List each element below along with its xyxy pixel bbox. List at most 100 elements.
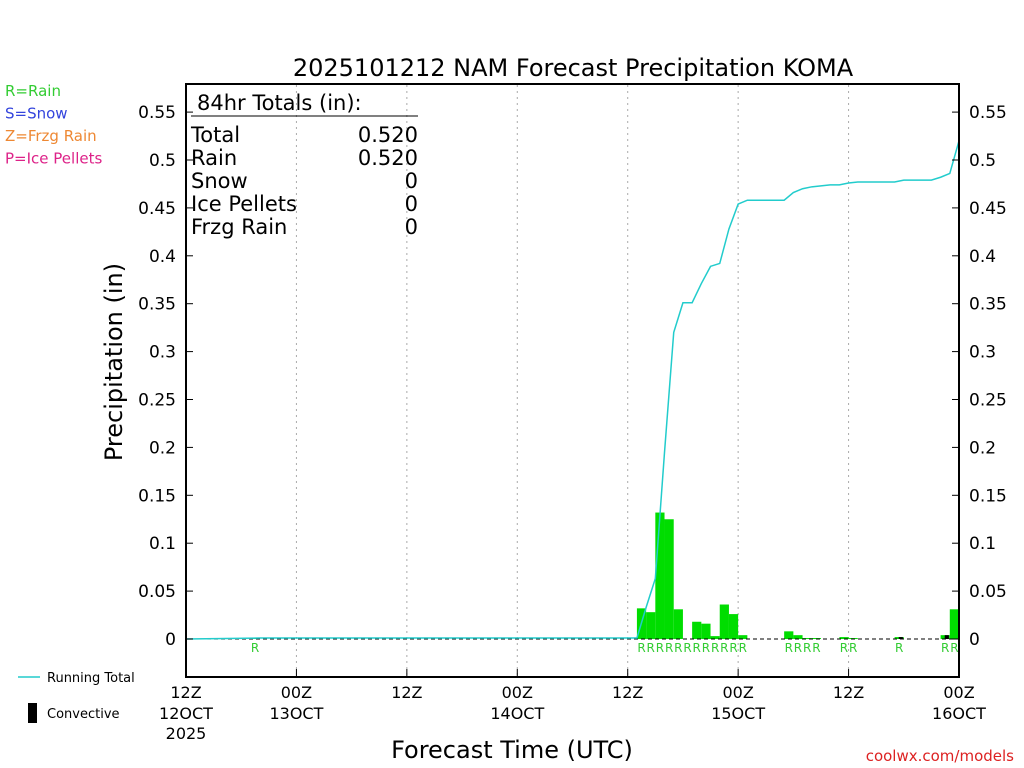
precip-type-marker: R	[720, 641, 728, 655]
y-tick-label-right: 0.55	[969, 103, 1007, 123]
y-tick-label-left: 0.15	[138, 486, 176, 506]
precip-type-marker: R	[812, 641, 820, 655]
totals-heading: 84hr Totals (in):	[197, 91, 362, 115]
y-tick-label-left: 0.1	[149, 534, 176, 554]
convective-bar	[898, 637, 903, 639]
totals-row-label: Rain	[191, 146, 237, 170]
x-tick-label: 12Z	[833, 683, 864, 702]
y-tick-label-left: 0.25	[138, 391, 176, 411]
precip-type-marker: R	[665, 641, 673, 655]
x-tick-date: 16OCT	[932, 704, 986, 723]
precip-bar	[802, 638, 812, 639]
precip-bar	[719, 604, 729, 639]
totals-row-label: Ice Pellets	[191, 192, 297, 216]
running-total-line	[185, 140, 960, 640]
x-tick-label: 12Z	[612, 683, 643, 702]
x-tick-year: 2025	[166, 724, 207, 743]
x-tick-label: 00Z	[722, 683, 753, 702]
y-tick-label-right: 0.3	[969, 343, 996, 363]
x-tick-label: 12Z	[170, 683, 201, 702]
precip-type-marker: R	[693, 641, 701, 655]
precip-type-marker: R	[656, 641, 664, 655]
y-tick-label-left: 0.2	[149, 438, 176, 458]
precip-type-marker: R	[674, 641, 682, 655]
precip-type-marker: R	[711, 641, 719, 655]
y-tick-label-right: 0.1	[969, 534, 996, 554]
precip-bar	[673, 609, 683, 639]
y-axis-left: 0 0.05 0.1 0.15 0.2 0.25 0.3 0.35 0.4 0.45 0.5 0.55	[138, 103, 193, 650]
y-tick-label-left: 0.5	[149, 151, 176, 171]
x-tick-label: 00Z	[502, 683, 533, 702]
y-tick-label-left: 0	[165, 630, 176, 650]
precip-type-marker: R	[739, 641, 747, 655]
precip-bars	[250, 512, 959, 639]
y-tick-label-right: 0.2	[969, 438, 996, 458]
y-tick-label-right: 0.45	[969, 199, 1007, 219]
convective-legend-label: Convective	[47, 707, 120, 722]
precip-type-marker: R	[683, 641, 691, 655]
y-tick-label-left: 0.45	[138, 199, 176, 219]
precip-bar	[664, 519, 674, 639]
x-axis-label: Forecast Time (UTC)	[391, 736, 633, 764]
y-tick-label-left: 0.4	[149, 247, 176, 267]
totals-row-label: Snow	[191, 169, 248, 193]
y-tick-label-right: 0.5	[969, 151, 996, 171]
y-tick-label-right: 0.35	[969, 295, 1007, 315]
precip-bar	[692, 621, 702, 639]
y-tick-label-left: 0.05	[138, 582, 176, 602]
plot-frame	[185, 83, 960, 678]
precip-bar	[701, 623, 711, 639]
precip-type-marker: R	[729, 641, 737, 655]
totals-row-value: 0.520	[358, 123, 418, 147]
convective-bars	[898, 635, 949, 639]
precip-bar	[655, 512, 665, 639]
precip-bar	[949, 609, 959, 639]
totals-row-label: Total	[190, 123, 240, 147]
y-tick-label-right: 0.05	[969, 582, 1007, 602]
precip-type-legend: R=Rain S=Snow Z=Frzg Rain P=Ice Pellets	[5, 82, 102, 168]
y-axis-right: 0 0.05 0.1 0.15 0.2 0.25 0.3 0.35 0.4 0.45 0.5 0.55	[952, 103, 1007, 650]
totals-row-label: Frzg Rain	[191, 215, 287, 239]
x-tick-date: 14OCT	[490, 704, 544, 723]
precip-bar	[839, 637, 849, 639]
x-tick-date: 13OCT	[269, 704, 323, 723]
precip-type-marker: R	[785, 641, 793, 655]
precip-type-marker: R	[637, 641, 645, 655]
precip-type-marker: R	[702, 641, 710, 655]
convective-legend-swatch	[28, 703, 37, 723]
precip-type-marker: R	[941, 641, 949, 655]
precip-type-marker: R	[803, 641, 811, 655]
precip-type-legend-entry: S=Snow	[5, 105, 68, 123]
precip-type-marker: R	[794, 641, 802, 655]
precip-bar	[728, 614, 739, 639]
convective-bar	[944, 635, 949, 639]
precip-type-marker: R	[647, 641, 655, 655]
precip-bar	[738, 635, 748, 639]
running-total-legend-label: Running Total	[47, 671, 135, 686]
x-tick-date: 15OCT	[711, 704, 765, 723]
totals-row-value: 0	[405, 215, 418, 239]
series-legend: Running Total Convective	[18, 671, 135, 723]
x-tick-date: 12OCT	[159, 704, 213, 723]
precip-bar	[646, 612, 656, 639]
totals-row-value: 0	[405, 192, 418, 216]
totals-box: 84hr Totals (in): Total 0.520 Rain 0.520 Snow…	[190, 91, 418, 239]
y-tick-label-left: 0.35	[138, 295, 176, 315]
y-tick-label-right: 0.4	[969, 247, 996, 267]
x-tick-label: 00Z	[943, 683, 974, 702]
precip-bar	[710, 636, 720, 639]
y-tick-label-left: 0.3	[149, 343, 176, 363]
precip-type-marker: R	[840, 641, 848, 655]
y-tick-label-left: 0.55	[138, 103, 176, 123]
chart-title: 2025101212 NAM Forecast Precipitation KO…	[293, 54, 854, 82]
y-tick-label-right: 0	[969, 630, 980, 650]
gridlines	[295, 85, 850, 676]
x-tick-label: 12Z	[391, 683, 422, 702]
y-tick-label-right: 0.15	[969, 486, 1007, 506]
precip-type-legend-entry: Z=Frzg Rain	[5, 127, 97, 145]
precip-type-legend-entry: P=Ice Pellets	[5, 150, 102, 168]
precip-type-marker: R	[895, 641, 903, 655]
